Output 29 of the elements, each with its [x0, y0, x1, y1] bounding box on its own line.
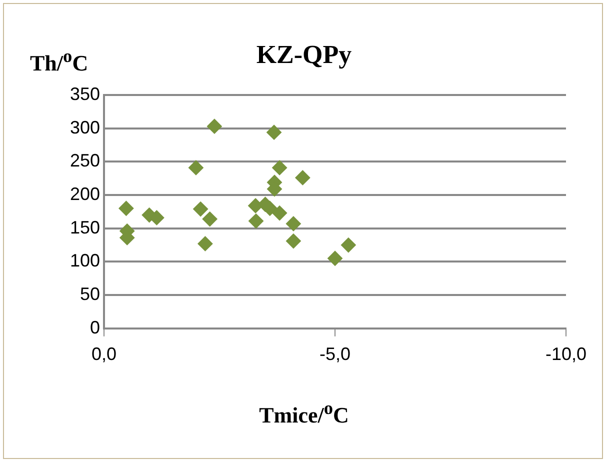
- point: [188, 160, 204, 176]
- point: [206, 118, 222, 134]
- point: [272, 206, 288, 221]
- chart-title: KZ-QPy: [256, 40, 352, 69]
- y-axis-title: Th/$^{o}$C: [30, 46, 88, 76]
- x-tick-label: -5,0: [320, 344, 351, 364]
- point: [193, 202, 208, 217]
- y-tick-label: 200: [70, 184, 100, 204]
- y-tick-label: 350: [70, 84, 100, 104]
- point: [248, 214, 264, 229]
- point: [202, 212, 218, 227]
- point: [272, 160, 288, 176]
- x-axis-title: Tmice/$^{o}$C: [258, 398, 350, 428]
- y-tick-label: 0: [90, 317, 100, 338]
- y-tick-label: 300: [70, 117, 100, 138]
- y-tick-label: 250: [70, 150, 100, 171]
- y-tick-label: 100: [70, 250, 100, 271]
- point: [328, 250, 343, 266]
- y-tick-label: 150: [70, 217, 100, 238]
- point: [340, 238, 356, 253]
- point: [266, 124, 282, 140]
- point: [286, 216, 301, 232]
- point: [118, 200, 134, 216]
- point: [198, 236, 213, 252]
- x-tick-label: -10,0: [545, 344, 587, 364]
- y-tick-label: 50: [80, 284, 100, 304]
- point: [286, 234, 301, 249]
- x-tick-label: 0,0: [92, 344, 117, 364]
- point: [295, 170, 310, 186]
